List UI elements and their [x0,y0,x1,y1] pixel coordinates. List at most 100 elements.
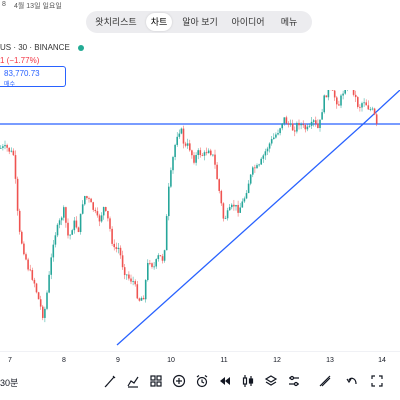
candle-down [233,204,235,207]
settings-sliders-icon[interactable] [287,374,301,388]
top-tab-bar: 왓치리스트 차트 알아 보기 아이디어 메뉴 [86,11,312,33]
candle-down [142,297,145,300]
candle-down [128,274,130,279]
candle-up [283,117,286,124]
candle-up [60,217,63,221]
candle-down [14,155,17,179]
candle-up [157,255,160,260]
candle-up [195,155,197,163]
candle-down [123,267,126,276]
candle-down [287,123,290,125]
undo-icon[interactable] [345,374,359,388]
candle-up [79,213,82,232]
candle-up [207,150,210,154]
candle-down [88,198,90,199]
candle-up [52,244,55,258]
candle-down [285,117,288,124]
candle-down [92,202,94,210]
candle-up [140,297,143,301]
candle-up [273,137,275,140]
candle-down [367,105,370,110]
candle-up [262,155,265,159]
candle-down [151,263,153,267]
trendline-extension[interactable] [360,90,400,127]
candle-up [168,186,170,217]
candle-down [338,104,340,106]
candle-down [37,292,40,300]
indicator-chart-icon[interactable] [126,374,140,388]
candle-up [361,103,363,108]
add-icon[interactable] [172,374,186,388]
candle-down [134,281,136,285]
symbol-info[interactable]: US · 30 · BINANCE [0,43,70,52]
x-tick-label: 7 [8,357,12,364]
candle-down [184,143,187,146]
candle-down [35,283,38,293]
candle-down [294,130,296,132]
candle-down [96,211,99,216]
grid-icon[interactable] [149,374,163,388]
candle-up [306,126,309,130]
tab-menu[interactable]: 메뉴 [280,17,298,27]
layers-icon[interactable] [264,374,278,388]
candle-up [44,308,46,318]
candle-down [77,227,80,232]
tab-chart[interactable]: 차트 [146,13,172,31]
trendline[interactable] [116,125,362,346]
x-tick-label: 10 [167,357,175,364]
candle-up [102,207,105,216]
candle-up [203,152,206,156]
brush-icon[interactable] [103,374,117,388]
interval-selector[interactable]: 30분 [0,378,19,388]
replay-icon[interactable] [218,374,232,388]
candle-style-icon[interactable] [241,374,255,388]
candle-down [357,97,359,107]
candle-down [115,247,118,249]
fullscreen-icon[interactable] [370,374,384,388]
candle-down [214,154,216,165]
x-tick-label: 9 [116,357,120,364]
candle-down [210,150,212,155]
buy-price-box[interactable]: 83,770.73 매수 [0,66,66,88]
candle-up [0,147,2,149]
candle-down [315,120,317,124]
candle-down [8,147,10,152]
candle-down [220,190,223,204]
candle-down [25,254,27,260]
candle-up [279,128,281,134]
candle-up [73,220,76,231]
candle-down [304,125,307,130]
bottom-toolbar: 30분 [0,368,400,400]
alarm-icon[interactable] [195,374,209,388]
candle-up [172,157,174,171]
x-tick-label: 11 [220,357,228,364]
candle-up [277,133,279,135]
candle-up [228,207,231,211]
tab-ideas[interactable]: 아이디어 [231,17,265,27]
candle-up [117,247,120,249]
candlestick-chart[interactable] [0,90,400,352]
candle-up [321,112,323,120]
candle-down [90,198,92,203]
tab-watchlist[interactable]: 왓치리스트 [95,17,137,27]
status-date: 4월 13일 일요일 [14,3,62,10]
tab-explore[interactable]: 알아 보기 [182,17,218,27]
candle-down [216,164,218,180]
trend-tool-icon[interactable] [318,374,332,388]
status-bar: 8 4월 13일 일요일 [0,0,400,10]
candle-down [298,122,300,126]
candle-down [352,90,355,95]
candle-up [239,207,241,213]
candle-up [249,174,252,184]
candle-down [111,228,113,244]
candle-up [266,148,269,152]
candle-down [130,278,132,282]
candle-down [75,220,78,228]
candle-down [138,298,141,301]
candle-up [170,170,172,187]
candle-down [67,222,69,236]
candle-down [359,106,361,108]
candle-up [4,145,6,147]
candle-up [46,292,48,309]
candle-up [10,150,13,152]
